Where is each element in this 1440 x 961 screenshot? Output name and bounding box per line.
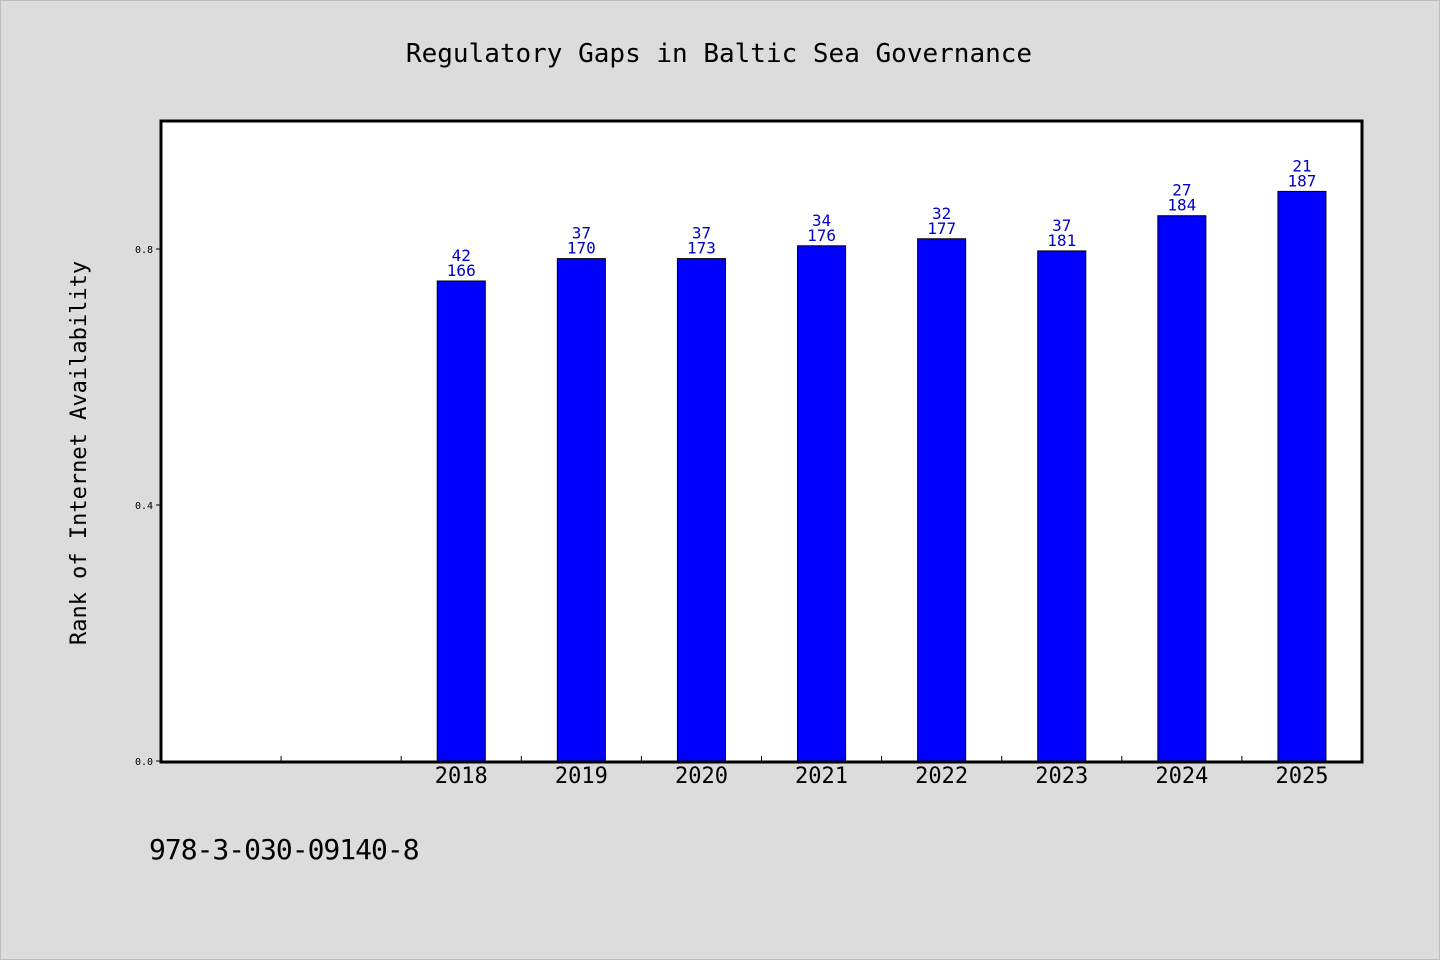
x-tick-label-2022: 2022 [915, 764, 968, 789]
bar-label-top-2019: 37 [572, 224, 591, 243]
y-tick-label: 0.8 [135, 245, 153, 256]
bar-label-top-2023: 37 [1052, 216, 1071, 235]
bar-label-bottom-2023: 181 [1047, 231, 1076, 250]
y-tick-label: 0.0 [135, 757, 153, 768]
bar-label-bottom-2022: 177 [927, 219, 956, 238]
y-tick-label: 0.4 [135, 501, 153, 512]
x-tick-label-2020: 2020 [675, 764, 728, 789]
bar-label-bottom-2024: 184 [1167, 196, 1196, 215]
x-tick-label-2019: 2019 [555, 764, 608, 789]
bar-label-top-2025: 21 [1292, 156, 1311, 175]
bar-label-top-2018: 42 [452, 246, 471, 265]
x-axis-tick-labels: 2018 2019 2020 2021 2022 2023 2024 2025 [435, 764, 1329, 789]
bar-2024 [1157, 215, 1207, 762]
x-tick-label-2023: 2023 [1035, 764, 1088, 789]
bar-2022 [917, 238, 967, 762]
chart-title: Regulatory Gaps in Baltic Sea Governance [406, 39, 1032, 69]
bar-2023 [1037, 250, 1087, 762]
bar-2021 [797, 245, 847, 762]
bar-label-top-2024: 27 [1172, 181, 1191, 200]
bar-label-top-2022: 32 [932, 204, 951, 223]
y-axis-ticks: 0.0 0.4 0.8 [135, 245, 161, 768]
x-tick-label-2018: 2018 [435, 764, 488, 789]
bar-label-bottom-2019: 170 [567, 239, 596, 258]
bar-label-top-2021: 34 [812, 211, 831, 230]
bar-label-top-2020: 37 [692, 224, 711, 243]
bar-label-bottom-2018: 166 [447, 261, 476, 280]
bar-2025 [1277, 190, 1327, 762]
bar-2018 [436, 280, 486, 762]
bar-label-bottom-2021: 176 [807, 226, 836, 245]
x-tick-label-2025: 2025 [1275, 764, 1328, 789]
y-axis-label: Rank of Internet Availability [67, 261, 92, 645]
x-tick-label-2024: 2024 [1155, 764, 1208, 789]
bar-label-bottom-2025: 187 [1287, 171, 1316, 190]
bars [436, 190, 1327, 762]
bar-2020 [676, 258, 726, 762]
isbn-text: 978-3-030-09140-8 [149, 833, 420, 866]
bar-label-bottom-2020: 173 [687, 239, 716, 258]
bar-2019 [556, 258, 606, 762]
x-tick-label-2021: 2021 [795, 764, 848, 789]
x-axis-ticks [280, 756, 1243, 761]
